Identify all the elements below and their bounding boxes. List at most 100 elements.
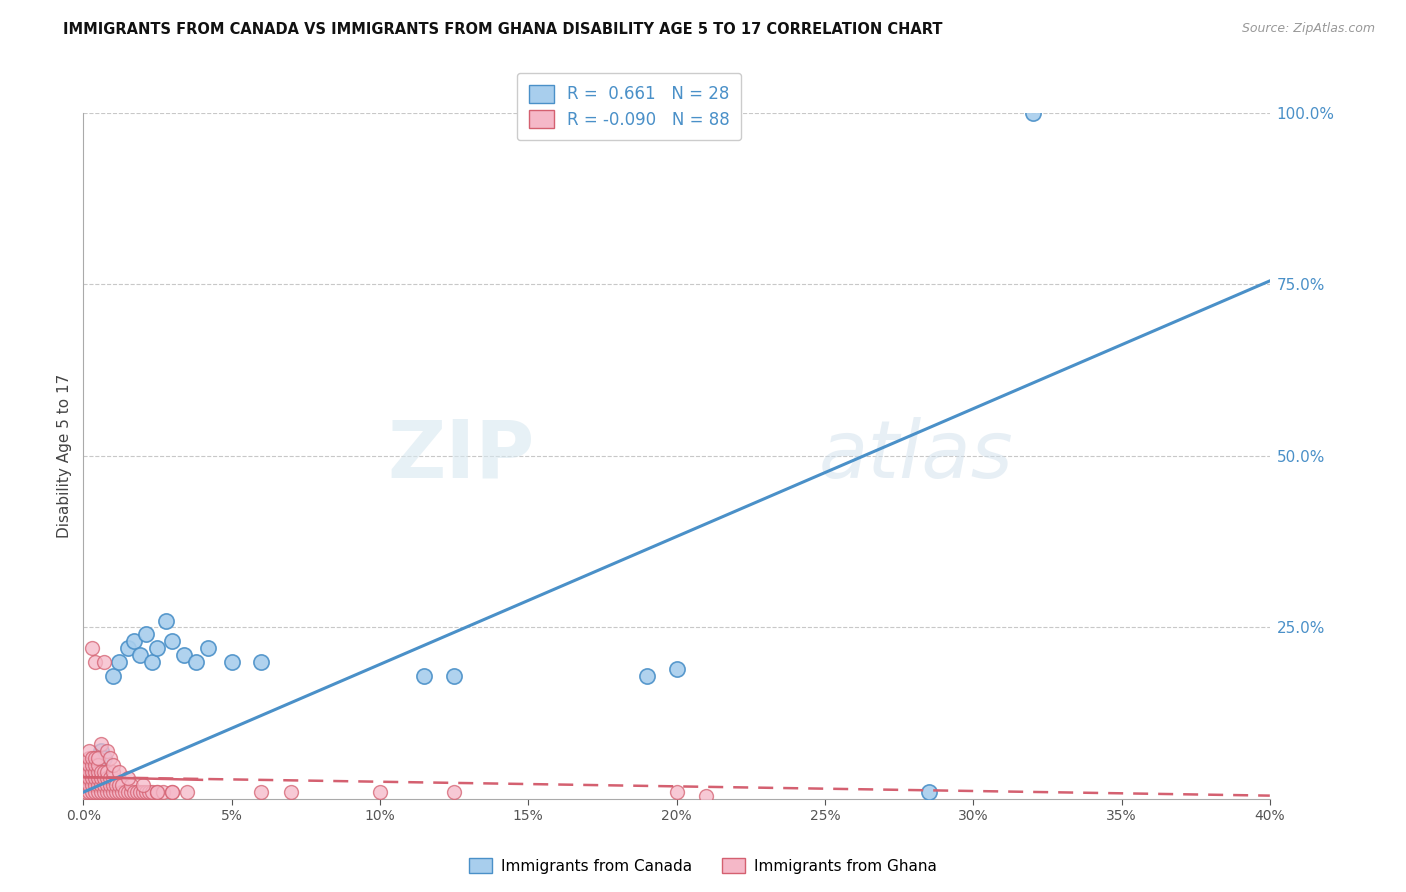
Point [368,785,391,799]
Point [75,778,97,792]
Point [84,757,107,772]
Point [111,778,134,792]
Legend: R =  0.661   N = 28, R = -0.090   N = 88: R = 0.661 N = 28, R = -0.090 N = 88 [517,73,741,140]
Point [98,785,121,799]
Point [82,764,104,779]
Point [93,778,115,792]
Point [87,751,110,765]
Point [135,627,157,641]
Point [75,785,97,799]
Point [665,662,688,676]
Point [77,757,100,772]
Point [162,785,184,799]
Point [93,764,115,779]
Legend: Immigrants from Canada, Immigrants from Ghana: Immigrants from Canada, Immigrants from … [463,852,943,880]
Point [695,789,717,803]
Text: ZIP: ZIP [387,417,534,495]
Point [128,648,150,662]
Point [120,785,142,799]
Point [87,778,110,792]
Point [1021,105,1043,120]
Point [120,778,142,792]
Text: Source: ZipAtlas.com: Source: ZipAtlas.com [1241,22,1375,36]
Point [122,785,145,799]
Point [90,764,112,779]
Point [75,764,97,779]
Point [82,772,104,786]
Point [104,785,127,799]
Point [82,764,104,779]
Point [84,751,107,765]
Point [141,785,163,799]
Point [87,757,110,772]
Point [162,785,184,799]
Point [101,668,124,682]
Point [87,772,110,786]
Point [82,641,104,656]
Point [135,785,157,799]
Point [221,655,243,669]
Point [93,785,115,799]
Point [111,785,134,799]
Point [173,648,195,662]
Point [98,778,121,792]
Point [280,785,302,799]
Point [146,785,169,799]
Point [131,785,153,799]
Point [665,785,688,799]
Point [250,785,273,799]
Point [75,778,97,792]
Point [98,751,121,765]
Point [96,772,118,786]
Point [96,778,118,792]
Point [82,751,104,765]
Point [131,778,153,792]
Point [108,778,131,792]
Point [146,641,169,656]
Point [98,772,121,786]
Point [101,785,124,799]
Point [77,785,100,799]
Point [152,785,174,799]
Point [90,785,112,799]
Point [93,751,115,765]
Point [93,772,115,786]
Point [82,785,104,799]
Point [82,757,104,772]
Point [87,751,110,765]
Point [117,785,139,799]
Text: atlas: atlas [818,417,1014,495]
Point [96,785,118,799]
Point [114,785,136,799]
Point [84,772,107,786]
Text: IMMIGRANTS FROM CANADA VS IMMIGRANTS FROM GHANA DISABILITY AGE 5 TO 17 CORRELATI: IMMIGRANTS FROM CANADA VS IMMIGRANTS FRO… [63,22,943,37]
Point [141,655,163,669]
Point [84,757,107,772]
Point [104,778,127,792]
Point [96,764,118,779]
Point [87,785,110,799]
Point [90,778,112,792]
Point [84,655,107,669]
Point [636,668,658,682]
Point [101,778,124,792]
Point [443,785,465,799]
Point [77,772,100,786]
Point [443,668,465,682]
Point [146,785,169,799]
Point [101,764,124,779]
Point [87,764,110,779]
Point [184,655,207,669]
Point [155,614,177,628]
Point [162,634,184,648]
Point [77,772,100,786]
Point [77,744,100,758]
Point [93,655,115,669]
Point [117,641,139,656]
Point [122,634,145,648]
Point [108,764,131,779]
Point [75,772,97,786]
Point [117,772,139,786]
Y-axis label: Disability Age 5 to 17: Disability Age 5 to 17 [58,374,72,538]
Point [101,772,124,786]
